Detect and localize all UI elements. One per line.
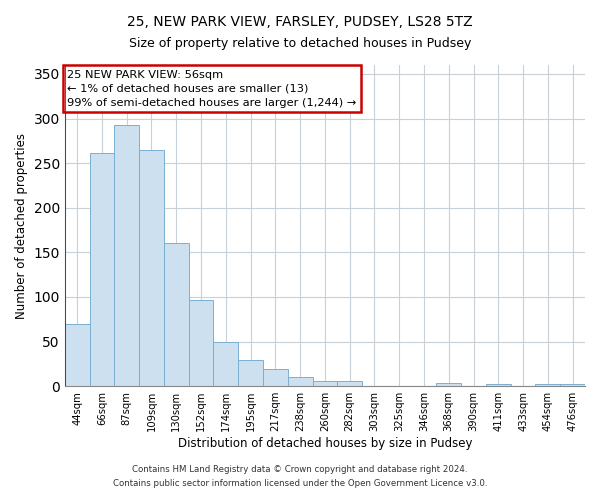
Bar bbox=[139, 150, 164, 386]
Bar bbox=[436, 382, 461, 386]
Bar bbox=[164, 244, 188, 386]
Bar bbox=[115, 125, 139, 386]
Bar bbox=[486, 384, 511, 386]
Bar bbox=[313, 381, 337, 386]
Text: Contains HM Land Registry data © Crown copyright and database right 2024.
Contai: Contains HM Land Registry data © Crown c… bbox=[113, 466, 487, 487]
Bar bbox=[65, 324, 89, 386]
Text: Size of property relative to detached houses in Pudsey: Size of property relative to detached ho… bbox=[129, 38, 471, 51]
Bar bbox=[214, 342, 238, 386]
Text: 25 NEW PARK VIEW: 56sqm
← 1% of detached houses are smaller (13)
99% of semi-det: 25 NEW PARK VIEW: 56sqm ← 1% of detached… bbox=[67, 70, 356, 108]
Bar bbox=[337, 381, 362, 386]
Bar bbox=[535, 384, 560, 386]
Bar bbox=[188, 300, 214, 386]
Y-axis label: Number of detached properties: Number of detached properties bbox=[15, 132, 28, 318]
Bar bbox=[89, 154, 115, 386]
Bar bbox=[263, 370, 288, 386]
Text: 25, NEW PARK VIEW, FARSLEY, PUDSEY, LS28 5TZ: 25, NEW PARK VIEW, FARSLEY, PUDSEY, LS28… bbox=[127, 15, 473, 29]
X-axis label: Distribution of detached houses by size in Pudsey: Distribution of detached houses by size … bbox=[178, 437, 472, 450]
Bar bbox=[238, 360, 263, 386]
Bar bbox=[288, 378, 313, 386]
Bar bbox=[560, 384, 585, 386]
